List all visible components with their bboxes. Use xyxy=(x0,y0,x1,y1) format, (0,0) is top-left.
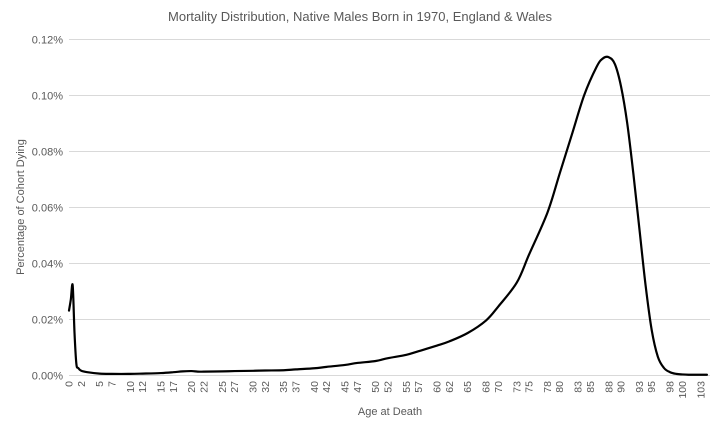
gridlines xyxy=(69,39,710,320)
x-tick-label: 62 xyxy=(444,381,456,393)
x-axis-ticks: 0 2 5 7 10 12 15 17 20 22 25 27 30 32 35 37 40 42 45 47 50 52… xyxy=(64,381,708,399)
x-tick-label: 90 xyxy=(616,381,628,393)
x-tick-label: 40 xyxy=(309,381,321,393)
y-tick-label: 0.00% xyxy=(32,371,63,383)
x-tick-label: 73 xyxy=(511,381,523,393)
x-tick-label: 32 xyxy=(260,381,272,393)
x-tick-label: 50 xyxy=(370,381,382,393)
x-tick-label: 103 xyxy=(695,381,707,399)
x-tick-label: 88 xyxy=(603,381,615,393)
y-axis-ticks: 0.00% 0.02% 0.04% 0.06% 0.08% 0.10% 0.12% xyxy=(32,35,63,383)
y-tick-label: 0.06% xyxy=(32,203,63,215)
y-tick-label: 0.04% xyxy=(32,259,63,271)
x-tick-label: 35 xyxy=(278,381,290,393)
x-tick-label: 47 xyxy=(352,381,364,393)
x-tick-label: 12 xyxy=(137,381,149,393)
x-tick-label: 85 xyxy=(585,381,597,393)
x-tick-label: 5 xyxy=(94,381,106,387)
x-tick-label: 98 xyxy=(665,381,677,393)
x-tick-label: 78 xyxy=(542,381,554,393)
x-tick-label: 52 xyxy=(383,381,395,393)
x-tick-label: 65 xyxy=(462,381,474,393)
x-tick-label: 15 xyxy=(156,381,168,393)
x-tick-label: 20 xyxy=(186,381,198,393)
x-tick-label: 55 xyxy=(401,381,413,393)
x-tick-label: 80 xyxy=(554,381,566,393)
x-tick-label: 2 xyxy=(76,381,88,387)
x-axis-label: Age at Death xyxy=(358,406,422,418)
x-tick-label: 22 xyxy=(198,381,210,393)
x-tick-label: 37 xyxy=(291,381,303,393)
x-tick-label: 83 xyxy=(573,381,585,393)
series-line xyxy=(67,55,709,376)
x-tick-label: 25 xyxy=(217,381,229,393)
x-tick-label: 42 xyxy=(321,381,333,393)
x-tick-label: 93 xyxy=(634,381,646,393)
x-tick-label: 30 xyxy=(248,381,260,393)
chart-title: Mortality Distribution, Native Males Bor… xyxy=(168,9,552,24)
y-tick-label: 0.10% xyxy=(32,91,63,103)
x-tick-label: 7 xyxy=(106,381,118,387)
x-tick-label: 10 xyxy=(125,381,137,393)
y-tick-label: 0.12% xyxy=(32,35,63,47)
x-tick-label: 45 xyxy=(340,381,352,393)
x-tick-label: 60 xyxy=(432,381,444,393)
x-tick-label: 57 xyxy=(413,381,425,393)
y-axis-label: Percentage of Cohort Dying xyxy=(15,139,27,275)
x-tick-label: 68 xyxy=(481,381,493,393)
x-tick-label: 0 xyxy=(64,381,76,387)
x-tick-label: 17 xyxy=(168,381,180,393)
x-tick-label: 95 xyxy=(646,381,658,393)
x-tick-label: 27 xyxy=(229,381,241,393)
y-tick-label: 0.02% xyxy=(32,315,63,327)
x-tick-label: 100 xyxy=(677,381,689,399)
x-tick-label: 70 xyxy=(493,381,505,393)
x-tick-label: 75 xyxy=(524,381,536,393)
y-tick-label: 0.08% xyxy=(32,147,63,159)
